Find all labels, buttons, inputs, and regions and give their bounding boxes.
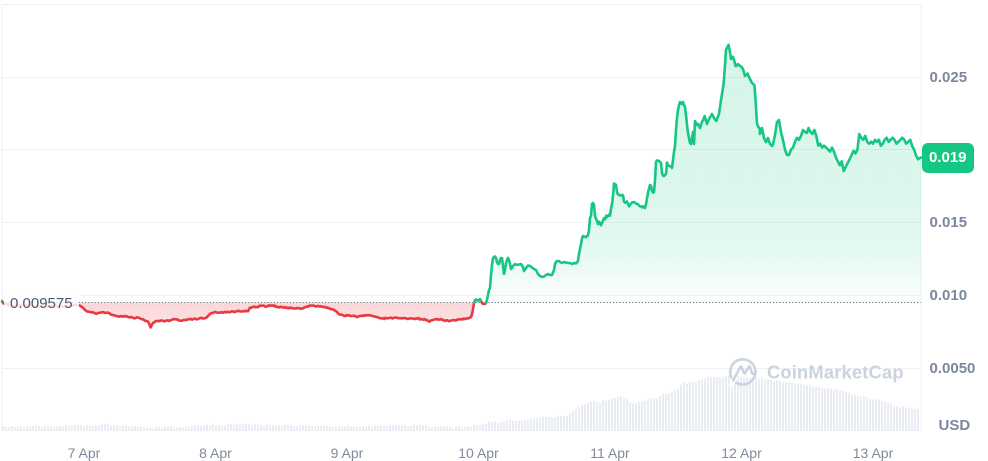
svg-text:CoinMarketCap: CoinMarketCap [767, 362, 904, 383]
